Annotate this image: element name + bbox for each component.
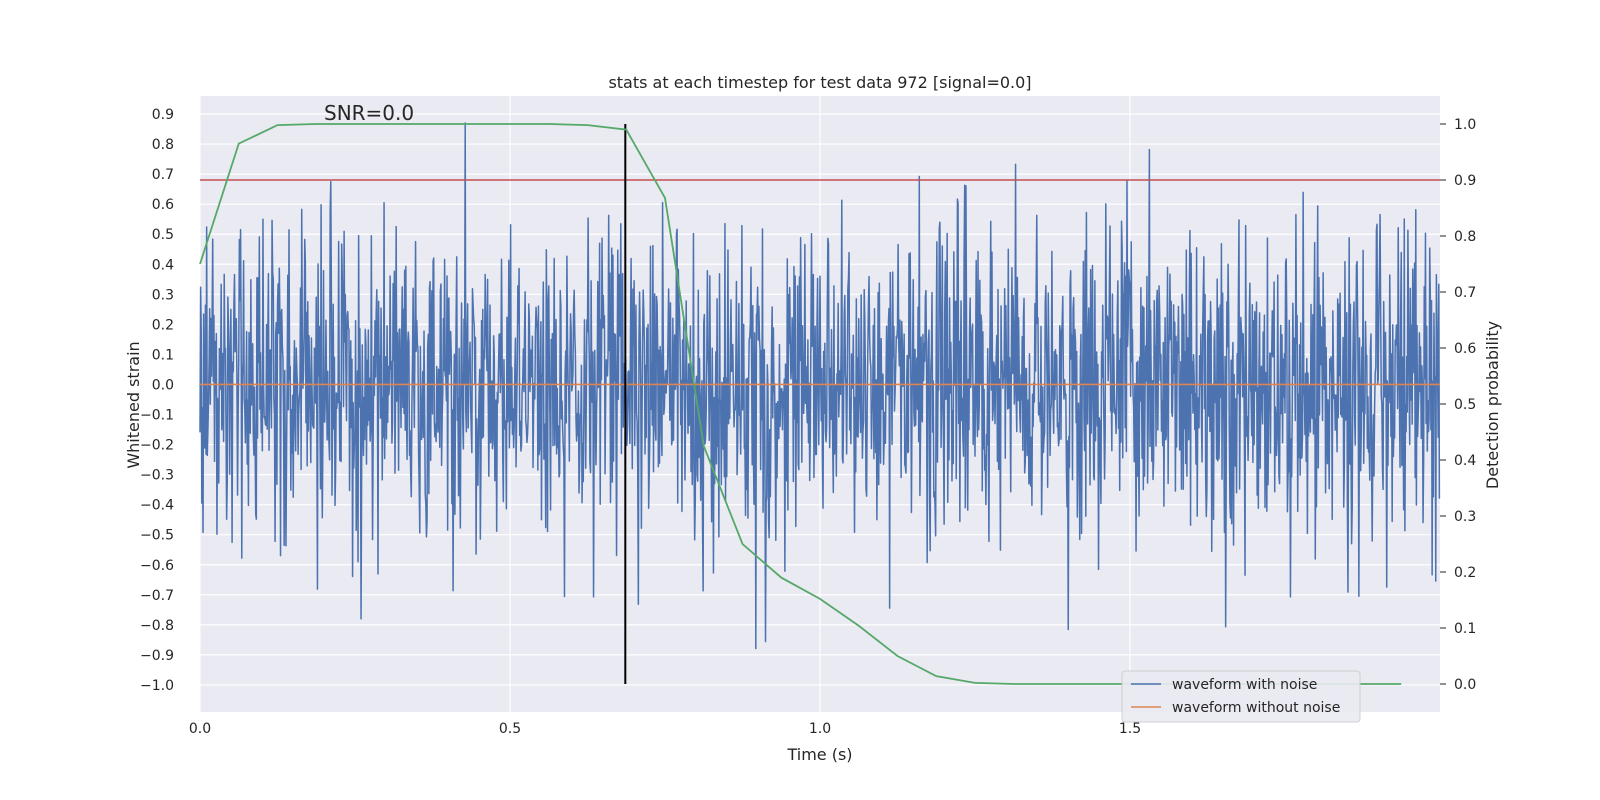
y2-tick-label: 0.6 [1454,341,1476,357]
snr-annotation: SNR=0.0 [324,101,414,125]
y2-tick-label: 0.4 [1454,453,1476,469]
y-tick-label: −0.5 [140,528,174,544]
y-tick-label: −1.0 [140,678,174,694]
y2-tick-label: 0.9 [1454,173,1476,189]
noise-series-layer [199,122,1441,650]
y2-tick-label: 0.2 [1454,565,1476,581]
y-tick-label: 0.2 [152,317,174,333]
x-axis-label: Time (s) [786,745,852,764]
y-tick-label: 0.7 [152,167,174,183]
x-tick-label: 1.0 [809,721,831,737]
legend-label-with-noise: waveform with noise [1172,677,1317,693]
y2-tick-label: 0.3 [1454,509,1476,525]
y2-tick-label: 1.0 [1454,117,1476,133]
y2-axis-label: Detection probability [1483,321,1502,489]
lines-layer [199,123,1440,685]
y-tick-label: −0.8 [140,618,174,634]
legend: waveform with noise waveform without noi… [1121,670,1361,723]
x-tick-label: 0.5 [499,721,521,737]
x-tick-label: 0.0 [189,721,211,737]
y2-tick-label: 0.5 [1454,397,1476,413]
y-tick-label: 0.9 [152,107,174,123]
series-waveform-with-noise [199,122,1441,650]
y2-tick-label: 0.0 [1454,677,1476,693]
x-tick-label: 1.5 [1119,721,1141,737]
y2-tick-label: 0.1 [1454,621,1476,637]
y-tick-label: 0.1 [152,347,174,363]
ticks-layer: 0.9 0.8 0.7 0.6 0.5 0.4 0.3 0.2 0.1 0.0 −0.1 −0.2 −0… [140,107,1476,737]
y-tick-label: −0.6 [140,558,174,574]
y-tick-label: −0.9 [140,648,174,664]
y-tick-label: 0.5 [152,227,174,243]
y2-tick-label: 0.8 [1454,229,1476,245]
chart-title: stats at each timestep for test data 972… [608,73,1031,92]
y-tick-label: −0.1 [140,408,174,424]
y-tick-label: −0.4 [140,498,174,514]
legend-label-without-noise: waveform without noise [1172,700,1340,716]
y-tick-label: 0.6 [152,197,174,213]
y-tick-label: 0.0 [152,377,174,393]
y-tick-label: 0.3 [152,287,174,303]
y-tick-label: 0.8 [152,137,174,153]
legend-box [1121,670,1361,723]
y2-tick-label: 0.7 [1454,285,1476,301]
y-tick-label: −0.2 [140,438,174,454]
y-tick-label: −0.3 [140,468,174,484]
y-tick-label: −0.7 [140,588,174,604]
y-tick-label: 0.4 [152,257,174,273]
y-axis-label: Whitened strain [124,341,143,468]
